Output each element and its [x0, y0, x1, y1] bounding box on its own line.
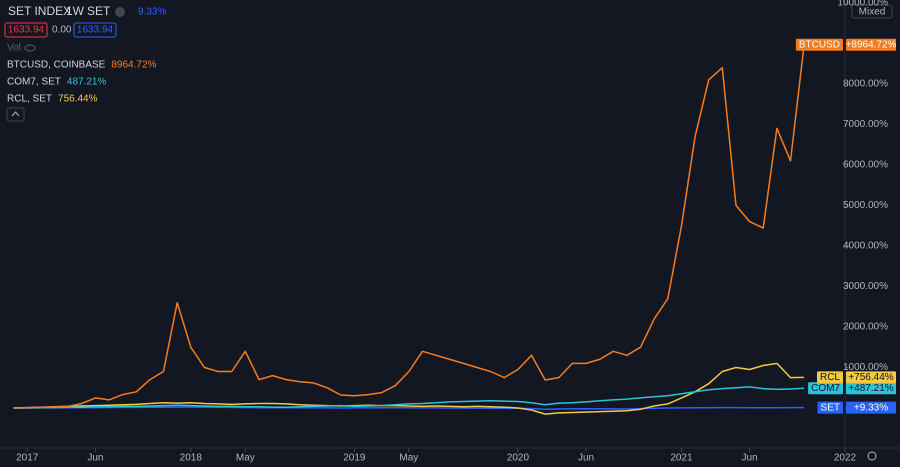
series-line	[13, 362, 805, 415]
badge-name-box	[808, 382, 843, 395]
set-change: 9.33%	[138, 7, 166, 18]
price-left: 1633.94	[8, 25, 45, 36]
legend-name: RCL, SET	[7, 94, 52, 105]
hide-icon[interactable]	[24, 44, 36, 52]
x-tick-label: Jun	[578, 453, 594, 464]
scale-mode[interactable]: Mixed	[859, 7, 886, 18]
x-tick-label: May	[399, 453, 418, 464]
y-tick-label: 6000.00%	[843, 160, 888, 171]
series-line	[13, 406, 805, 410]
legend-name: BTCUSD, COINBASE	[7, 60, 106, 71]
x-tick-label: 2022	[834, 453, 857, 464]
badge-value: +756.44%	[848, 372, 893, 383]
volume-label: Vol	[7, 43, 21, 54]
badge-value-box	[846, 401, 896, 414]
x-tick-label: 2020	[507, 453, 530, 464]
y-tick-label: 4000.00%	[843, 241, 888, 252]
x-tick-label: May	[236, 453, 255, 464]
interval: 1W	[66, 4, 85, 18]
legend-value: 756.44%	[58, 94, 98, 105]
badge-name: RCL	[820, 372, 840, 383]
symbol: SET INDEX	[8, 4, 71, 18]
collapse-button[interactable]	[6, 107, 25, 122]
price-right: 1633.94	[77, 25, 114, 36]
badge-value: +487.21%	[848, 383, 893, 394]
y-tick-label: 5000.00%	[843, 200, 888, 211]
badge-name-box	[795, 38, 843, 51]
badge-value-box	[846, 38, 896, 51]
price-change: 0.00	[52, 25, 72, 36]
x-tick-label: 2021	[670, 453, 693, 464]
y-tick-label: 8000.00%	[843, 79, 888, 90]
badge-name: COM7	[811, 383, 840, 394]
y-tick-label: 2000.00%	[843, 322, 888, 333]
badge-name: BTCUSD	[799, 39, 840, 50]
badge-value-box	[846, 382, 896, 395]
x-tick-label: 2018	[180, 453, 203, 464]
badge-name-box	[817, 401, 843, 414]
collapse-icon	[11, 111, 20, 117]
y-tick-label: 7000.00%	[843, 119, 888, 130]
x-tick-label: 2019	[343, 453, 366, 464]
x-tick-label: Jun	[87, 453, 103, 464]
badge-value: +9.33%	[854, 402, 888, 413]
series-line	[13, 386, 805, 409]
scale-mode-button[interactable]	[851, 4, 893, 19]
badge-name-box	[816, 371, 843, 384]
y-tick-label: 10000.00%	[837, 0, 888, 8]
price-left-box[interactable]	[4, 22, 48, 38]
legend-name: COM7, SET	[7, 77, 61, 88]
badge-value-box	[846, 371, 896, 384]
price-right-box[interactable]	[73, 22, 117, 38]
y-tick-label: 3000.00%	[843, 281, 888, 292]
legend-value: 8964.72%	[111, 60, 156, 71]
x-tick-label: Jun	[742, 453, 758, 464]
y-tick-label: 1000.00%	[843, 362, 888, 373]
x-tick-label: 2017	[16, 453, 39, 464]
series-line	[13, 44, 805, 409]
badge-value: +8964.72%	[846, 39, 897, 50]
badge-name: SET	[821, 402, 840, 413]
exchange: SET	[87, 4, 111, 18]
settings-icon[interactable]	[867, 451, 877, 461]
menu-icon[interactable]	[115, 7, 125, 17]
legend-value: 487.21%	[67, 77, 107, 88]
